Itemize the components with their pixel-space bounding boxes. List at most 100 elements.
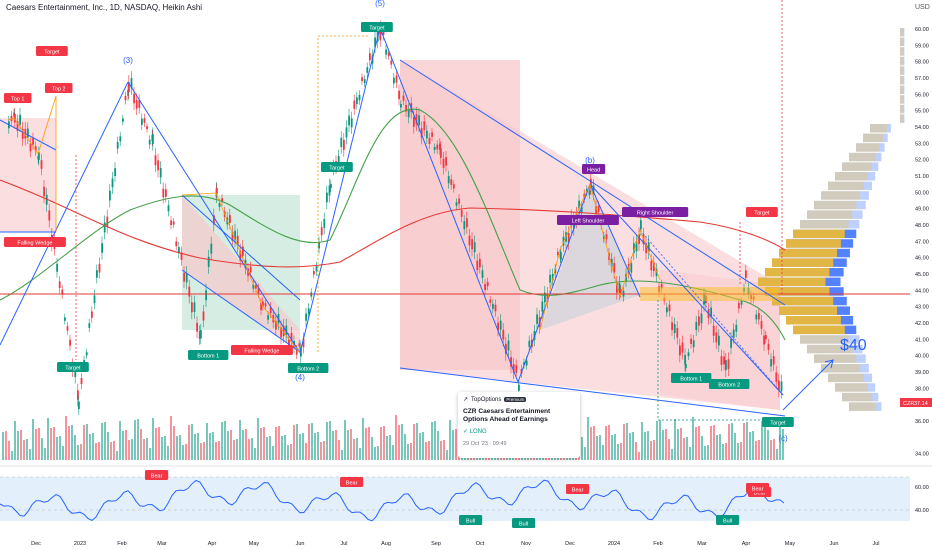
volume-bar <box>239 420 241 460</box>
volume-bar <box>773 439 775 460</box>
volume-bar <box>368 427 370 460</box>
volume-profile-bar <box>800 220 849 229</box>
volume-bar <box>752 431 754 460</box>
volume-bar <box>200 443 202 460</box>
candle <box>523 362 525 366</box>
time-tick: Mar <box>697 541 707 547</box>
rsi-label: Bull <box>519 521 528 527</box>
candle <box>778 380 780 391</box>
volume-bar <box>641 422 643 460</box>
volume-profile-bar <box>900 76 904 85</box>
rsi-line <box>0 479 785 522</box>
volume-bar <box>134 420 136 460</box>
candle <box>681 342 684 353</box>
candle <box>374 37 376 47</box>
volume-bar <box>404 434 406 460</box>
candle <box>715 332 718 343</box>
volume-bar <box>20 430 22 460</box>
volume-profile-bar <box>900 37 904 47</box>
candle <box>330 183 332 189</box>
volume-bar <box>293 425 295 460</box>
price-tick: 52.00 <box>915 158 929 164</box>
price-tick: 41.00 <box>915 337 929 343</box>
candle <box>515 365 518 373</box>
candle <box>613 263 616 273</box>
volume-bar <box>452 430 454 460</box>
time-tick: Jun <box>296 541 305 547</box>
volume-bar <box>95 443 97 460</box>
volume-bar <box>395 415 397 460</box>
volume-bar <box>719 434 721 460</box>
candle <box>170 220 172 225</box>
volume-bar <box>608 425 610 460</box>
candle <box>295 349 298 355</box>
volume-bar <box>164 436 166 460</box>
volume-bar <box>287 445 289 460</box>
volume-bar <box>284 435 286 460</box>
candle <box>525 360 528 366</box>
rsi-label: Bear <box>752 486 764 492</box>
volume-bar <box>758 440 760 460</box>
candle <box>193 302 196 312</box>
candle <box>718 335 720 346</box>
volume-bar <box>230 430 232 460</box>
time-tick: Feb <box>653 541 662 547</box>
volume-bar <box>743 423 745 460</box>
candle <box>481 270 484 278</box>
candle <box>66 326 69 331</box>
volume-bar <box>173 426 175 460</box>
volume-bar <box>104 422 106 460</box>
label-badge <box>361 22 393 32</box>
candle <box>56 263 58 272</box>
candle <box>128 82 130 93</box>
candle <box>21 128 24 139</box>
volume-bar <box>296 424 298 460</box>
candle <box>133 93 135 104</box>
volume-bar <box>737 443 739 460</box>
candle <box>476 260 479 271</box>
volume-bar <box>659 420 661 460</box>
label-badge <box>622 207 689 217</box>
label: Left Shoulder <box>572 218 605 224</box>
label: Bottom 1 <box>197 353 219 359</box>
candle <box>135 99 138 109</box>
candle <box>358 94 361 101</box>
price-tick: 48.00 <box>915 223 929 229</box>
volume-bar <box>401 424 403 460</box>
candle <box>780 381 783 392</box>
candle <box>80 377 83 385</box>
candle <box>400 104 402 108</box>
candle <box>77 390 79 400</box>
time-tick: 2024 <box>608 541 620 547</box>
idea-card[interactable]: ↗ TopOptions Premium CZR Caesars Enterta… <box>458 392 580 458</box>
label-badge <box>746 207 778 217</box>
candle <box>426 130 428 139</box>
volume-bar <box>62 446 64 460</box>
price-tick: 44.00 <box>915 288 929 294</box>
trend-line <box>0 119 57 151</box>
time-tick: Nov <box>521 541 531 547</box>
volume-bar <box>392 445 394 460</box>
candle <box>507 340 510 351</box>
candle <box>588 190 591 195</box>
volume-bar <box>770 440 772 460</box>
candle <box>638 234 640 244</box>
candle <box>27 128 29 138</box>
volume-profile-bar <box>900 37 905 47</box>
candle <box>765 335 767 340</box>
trend-line <box>399 59 786 306</box>
volume-profile-bar <box>835 172 876 181</box>
card-headline[interactable]: CZR Caesars Entertainment Options Ahead … <box>463 408 551 423</box>
candle <box>473 242 476 253</box>
candle <box>407 109 410 118</box>
volume-bar <box>131 439 133 460</box>
volume-bar <box>26 439 28 460</box>
label-badge <box>671 373 712 383</box>
volume-bar <box>59 436 61 460</box>
volume-bar <box>155 428 157 460</box>
volume-bar <box>776 449 778 460</box>
trend-line <box>181 269 301 353</box>
volume-bar <box>11 451 13 460</box>
candle <box>494 304 497 312</box>
